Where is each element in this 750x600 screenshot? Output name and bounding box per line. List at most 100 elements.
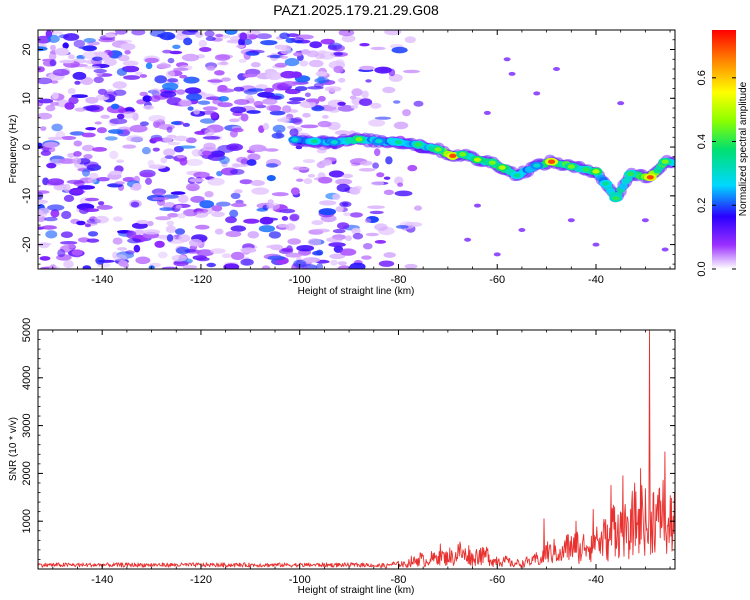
spectrogram-noise-cell [190, 195, 205, 203]
spectrogram-noise-cell [361, 255, 372, 260]
spectrogram-noise-cell [299, 100, 316, 109]
spectrogram-noise-cell [63, 183, 71, 192]
spectrogram-noise-cell [184, 87, 202, 95]
spectrogram-noise-cell [199, 47, 212, 52]
spectrogram-noise-cell [60, 231, 73, 238]
spectrogram-noise-cell [250, 61, 261, 68]
spectrogram-ridge-cell [618, 183, 628, 190]
colorbar: 0.0 0.2 0.4 0.6 Normalized spectral amplitu… [696, 30, 749, 277]
spectrogram-x-axis-label: Height of straight line (km) [298, 286, 415, 297]
spectrogram-ridge-peak-core [498, 165, 506, 170]
spectrogram-noise-cell [155, 216, 172, 221]
spectrogram-noise-cell [181, 53, 200, 62]
spectrogram-noise-cell [272, 124, 286, 133]
spectrogram-noise-cell [176, 246, 190, 255]
spectrogram-noise-cell [359, 43, 370, 47]
spectrogram-noise-cell [51, 123, 63, 132]
spectrogram-ridge-peak-core [330, 139, 338, 145]
spectrogram-noise-cell [82, 144, 95, 152]
spectrogram-ridge-peak-core [414, 142, 422, 147]
spectrogram-ridge-peak-core [612, 196, 620, 201]
spectrogram-y-ticks: -20 -10 0 10 20 [21, 29, 675, 265]
spectrogram-noise-cell [82, 168, 90, 177]
spectrogram-noise-cell [147, 220, 154, 227]
spectrogram-noise-cell [176, 89, 186, 95]
spectrogram-noise-cell [336, 183, 350, 192]
spectrogram-noise-cell [225, 216, 237, 224]
spectrogram-noise-cell [246, 110, 261, 114]
spectrogram-noise-cell [235, 44, 245, 49]
spectrogram-noise-cell [109, 150, 119, 160]
spectrogram-noise-cell [617, 101, 625, 106]
spectrogram-noise-cell [236, 156, 249, 163]
spectrogram-noise-cell [307, 86, 324, 90]
spectrogram-noise-cell [370, 181, 385, 186]
spectrogram-noise-cell [72, 157, 82, 165]
spectrogram-noise-cell [40, 150, 52, 156]
spectrogram-noise-cell [121, 111, 137, 119]
spectrogram-noise-cell [49, 59, 57, 67]
spectrogram-noise-cell [193, 171, 210, 179]
spectrogram-ridge [288, 132, 675, 203]
spectrogram-noise-cell [370, 102, 382, 109]
spectrogram-noise-cell [266, 175, 276, 182]
spectrogram-noise-cell [93, 76, 104, 84]
spectrogram-noise-cell [242, 73, 258, 78]
spectrogram-noise-cell [360, 160, 373, 166]
spectrogram-noise-cell [160, 90, 177, 98]
spectrogram-noise-cell [393, 121, 409, 130]
spectrogram-noise-cell [342, 173, 354, 179]
spectrogram-noise-cell [368, 119, 386, 127]
spectrogram-noise-cell [483, 110, 491, 115]
spectrogram-noise-cell [47, 204, 65, 211]
snr-background [38, 330, 675, 569]
spectrogram-noise-cell [414, 205, 422, 211]
spectrogram-noise-cell [328, 108, 340, 113]
spectrogram-noise-cell [116, 68, 128, 76]
snr-y-axis-label: SNR (10 * v/v) [8, 417, 19, 481]
spectrogram-ridge-peak-core [488, 160, 496, 165]
snr-panel: -140 -120 -100 -80 -60 -40 1000 2000 3000 4000 50… [8, 318, 676, 596]
spectrogram-noise-cell [51, 92, 59, 100]
spectrogram-noise-cell [218, 96, 229, 102]
colorbar-label: Normalized spectral amplitude [738, 81, 749, 216]
spectrogram-noise-cell [173, 260, 189, 267]
spectrogram-noise-cell [292, 167, 310, 171]
spectrogram-noise-cell [374, 66, 392, 74]
spectrogram-noise-cell [293, 259, 307, 268]
spectrogram-noise-cell [289, 128, 299, 137]
spectrogram-noise-cell [68, 243, 76, 249]
spectrogram-noise-cell [114, 181, 125, 185]
spectrogram-ridge-peak-core [582, 167, 590, 172]
spectrogram-noise-cell [136, 219, 149, 225]
spectrogram-noise-cell [122, 60, 139, 67]
spectrogram-ridge-peak-core [646, 175, 654, 180]
spectrogram-noise-cell [328, 170, 345, 178]
spectrogram-noise-cell [369, 210, 384, 215]
spectrogram-noise-cell [186, 183, 200, 192]
spectrogram-noise-cell [231, 127, 244, 133]
spectrogram-noise-cell [214, 70, 225, 76]
spectrogram-noise-cell [281, 216, 289, 221]
spectrogram-noise-cell [337, 105, 355, 112]
spectrogram-noise-cell [126, 135, 144, 143]
spectrogram-noise-cell [104, 136, 118, 141]
spectrogram-noise-cell [81, 132, 96, 138]
spectrogram-ridge-peak-core [394, 139, 403, 145]
spectrogram-noise-cell [321, 159, 333, 166]
spectrogram-noise-cell [230, 225, 246, 232]
y-tick-label: 5000 [21, 318, 33, 342]
y-tick-label: 10 [21, 92, 33, 104]
spectrogram-noise-cell [93, 68, 107, 74]
spectrogram-noise-cell [117, 247, 128, 251]
spectrogram-noise-cell [182, 265, 198, 269]
spectrogram-noise-cell [189, 178, 205, 183]
spectrogram-noise-cell [171, 254, 187, 262]
spectrogram-noise-cell [76, 220, 86, 226]
spectrogram-noise-cell [229, 168, 245, 175]
y-tick-label: 3000 [21, 413, 33, 437]
spectrogram-noise-cell [59, 241, 78, 245]
spectrogram-noise-cell [305, 98, 320, 103]
y-tick-label: -20 [21, 237, 33, 253]
